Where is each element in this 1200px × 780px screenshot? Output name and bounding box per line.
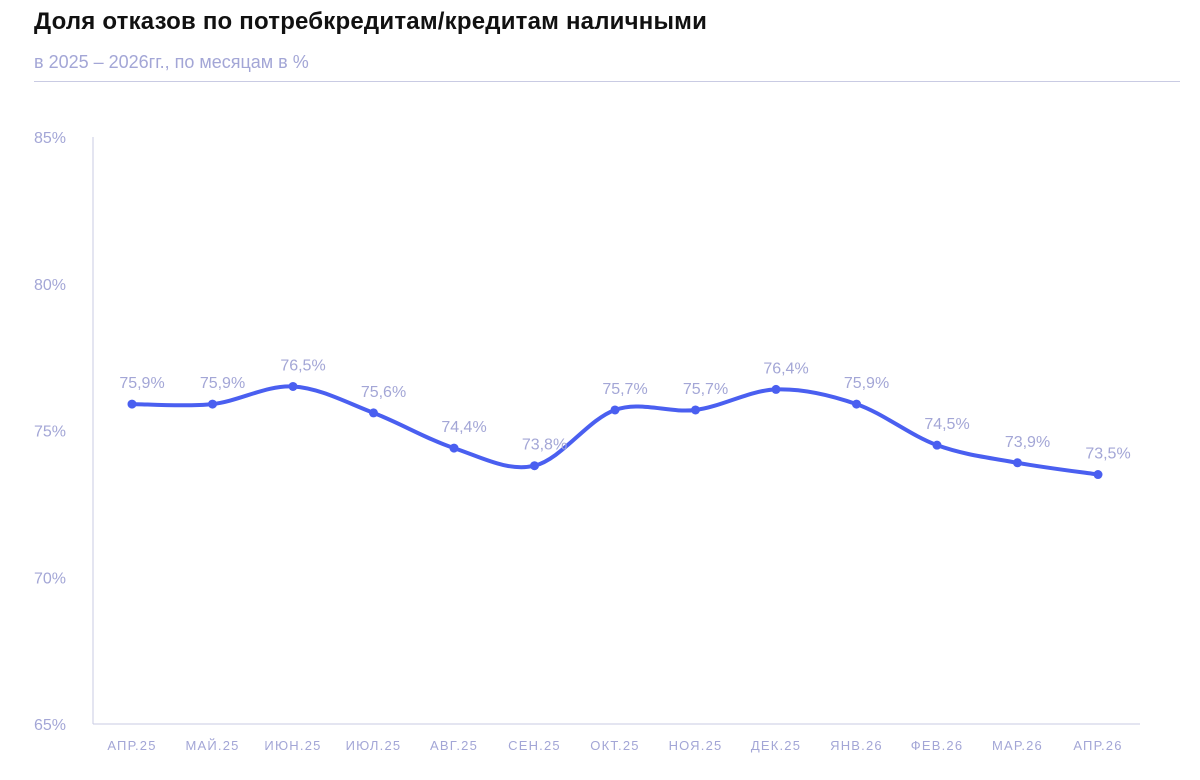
- data-label: 76,4%: [763, 360, 808, 377]
- data-label: 75,7%: [683, 381, 728, 398]
- x-tick-label: ОКТ.25: [590, 738, 639, 753]
- data-point: [932, 440, 942, 450]
- y-tick-label: 75%: [34, 424, 66, 441]
- x-tick-label: АПР.26: [1073, 738, 1122, 753]
- data-point: [1013, 458, 1022, 468]
- x-tick-label: АВГ.25: [430, 738, 478, 753]
- series: [127, 381, 1103, 480]
- data-label: 75,7%: [602, 381, 647, 398]
- data-label: 75,9%: [119, 375, 164, 392]
- data-labels: 75,9% 75,9% 76,5% 75,6% 74,4% 73,8% 75,7% 75,7%…: [119, 357, 1130, 462]
- x-tick-label: МАЙ.25: [185, 738, 239, 753]
- x-tick-label: ИЮН.25: [264, 738, 321, 753]
- y-axis: 85% 80% 75% 70% 65%: [34, 130, 94, 734]
- data-point: [369, 408, 378, 418]
- data-label: 75,6%: [361, 384, 406, 401]
- x-tick-label: НОЯ.25: [669, 738, 723, 753]
- data-point: [852, 399, 861, 409]
- x-axis: АПР.25 МАЙ.25 ИЮН.25 ИЮЛ.25 АВГ.25 СЕН.25 ОКТ.…: [93, 723, 1140, 753]
- x-tick-label: ДЕК.25: [751, 738, 801, 753]
- data-label: 74,5%: [924, 416, 969, 433]
- data-point: [1093, 470, 1103, 480]
- data-label: 74,4%: [441, 419, 486, 436]
- x-tick-label: ИЮЛ.25: [346, 738, 402, 753]
- data-label: 73,8%: [522, 437, 567, 454]
- data-point: [610, 405, 620, 415]
- data-point: [127, 399, 137, 409]
- y-tick-label: 85%: [34, 130, 66, 147]
- data-label: 76,5%: [280, 357, 325, 374]
- data-label: 75,9%: [844, 375, 889, 392]
- y-tick-label: 70%: [34, 570, 66, 587]
- data-point: [691, 405, 700, 415]
- data-point: [530, 461, 539, 471]
- chart-subtitle: в 2025 – 2026гг., по месяцам в %: [34, 52, 309, 72]
- data-point: [288, 381, 298, 391]
- x-tick-label: МАР.26: [992, 738, 1043, 753]
- header-divider: [34, 81, 1180, 82]
- data-point: [208, 399, 217, 409]
- x-tick-label: СЕН.25: [508, 738, 561, 753]
- x-tick-label: ЯНВ.26: [830, 738, 883, 753]
- data-point: [449, 443, 459, 453]
- data-label: 73,5%: [1085, 446, 1130, 463]
- data-label: 75,9%: [200, 375, 245, 392]
- x-tick-label: ФЕВ.26: [911, 738, 964, 753]
- chart-title: Доля отказов по потребкредитам/кредитам …: [34, 8, 708, 35]
- x-tick-label: АПР.25: [107, 738, 156, 753]
- data-point: [771, 384, 781, 394]
- y-tick-label: 65%: [34, 717, 66, 734]
- y-tick-label: 80%: [34, 277, 66, 294]
- data-label: 73,9%: [1005, 434, 1050, 451]
